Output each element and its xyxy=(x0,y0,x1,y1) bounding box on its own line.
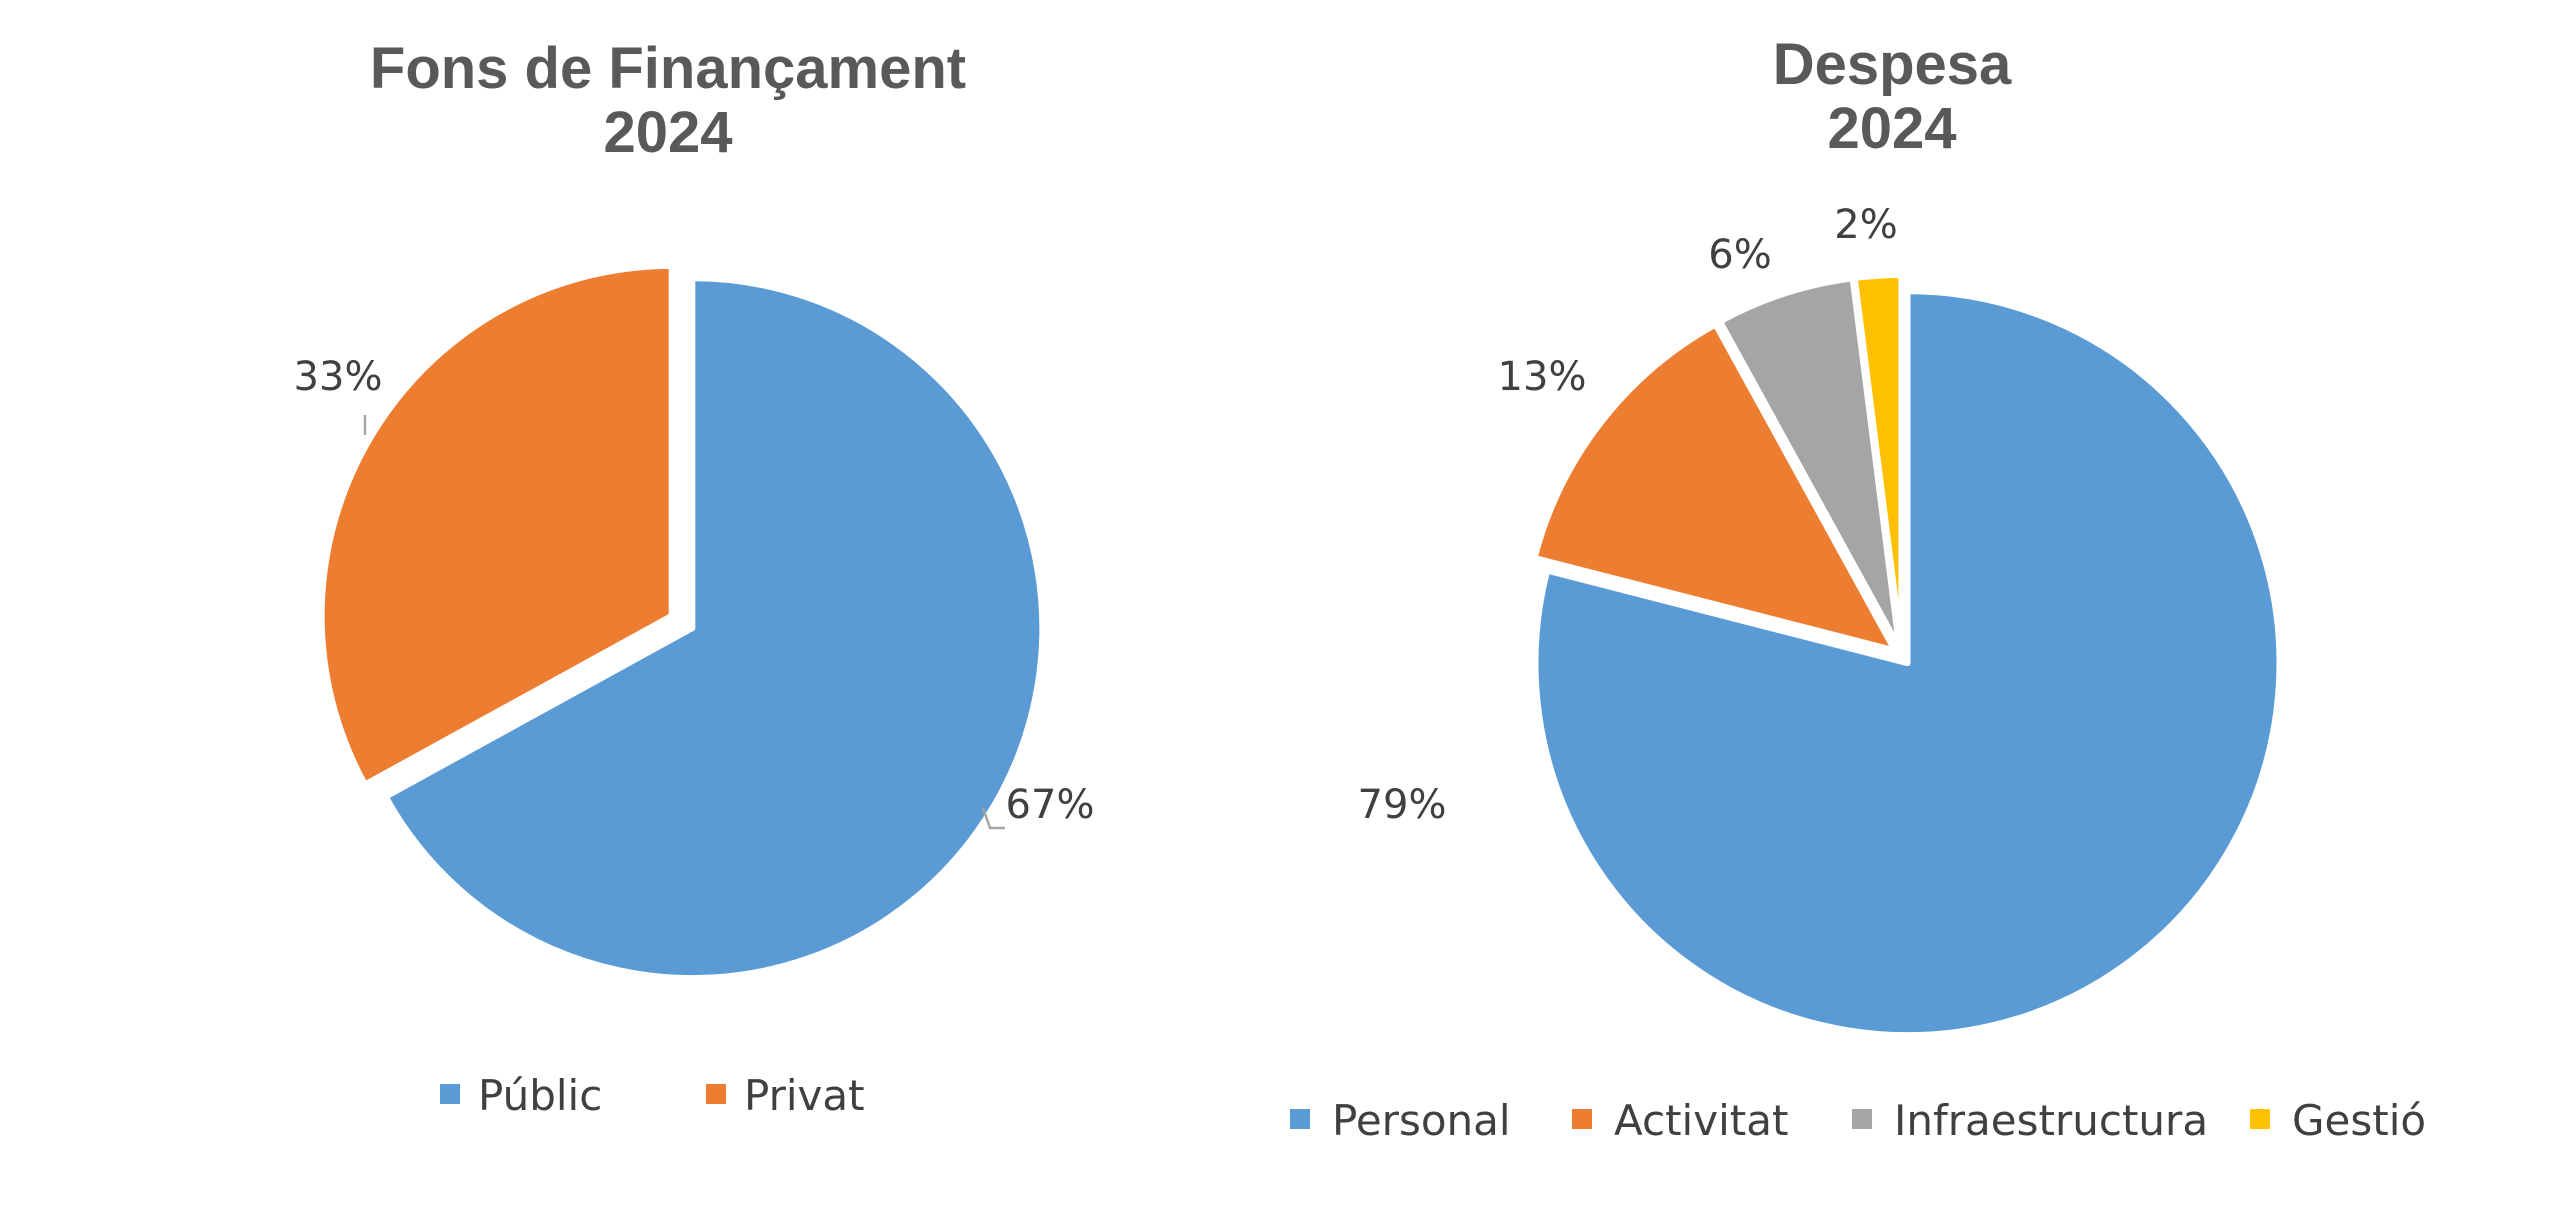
expense-legend-label: Infraestructura xyxy=(1894,1096,2208,1145)
funding-slice-public xyxy=(382,275,1046,982)
expense-legend-label: Gestió xyxy=(2292,1096,2426,1145)
funding-legend-item-privat: Privat xyxy=(706,1071,865,1120)
funding-legend-item-public: Públic xyxy=(440,1071,602,1120)
funding-legend-label: Públic xyxy=(478,1071,602,1120)
expense-legend-label: Personal xyxy=(1332,1096,1511,1145)
expense-slice-infraestructura xyxy=(1717,275,1903,651)
funding-legend-label: Privat xyxy=(744,1071,865,1120)
funding-leader-line xyxy=(981,807,1005,830)
expense-legend-item-gestio: Gestió xyxy=(2250,1096,2426,1145)
expense-data-label-infraestructura: 6% xyxy=(1708,232,1771,278)
expense-data-labels: 79% 13% 6% 2% xyxy=(1358,202,1898,828)
funding-chart-title-line1: Fons de Finançament xyxy=(370,36,966,101)
funding-data-label-public: 67% xyxy=(1006,782,1095,828)
expense-legend-swatch xyxy=(1572,1109,1592,1129)
expense-legend-item-personal: Personal xyxy=(1290,1096,1511,1145)
funding-pie xyxy=(318,262,1046,982)
funding-data-labels: 67% 33% xyxy=(294,354,1095,830)
expense-legend-item-infraestructura: Infraestructura xyxy=(1852,1096,2208,1145)
expense-pie xyxy=(1531,272,2283,1039)
expense-legend-swatch xyxy=(1290,1109,1310,1129)
expense-data-label-activitat: 13% xyxy=(1498,354,1587,400)
funding-legend-swatch xyxy=(440,1084,460,1104)
funding-legend: Públic Privat xyxy=(440,1071,865,1120)
expense-slice-personal xyxy=(1532,288,2283,1039)
expense-chart: Despesa 2024 79% 13% 6% 2% Personal Activita… xyxy=(1290,32,2426,1145)
expense-legend: Personal Activitat Infraestructura Gestió xyxy=(1290,1096,2426,1145)
expense-slice-gestio xyxy=(1851,272,1905,651)
expense-data-label-gestio: 2% xyxy=(1834,202,1897,248)
expense-legend-swatch xyxy=(2250,1109,2270,1129)
expense-data-label-personal: 79% xyxy=(1358,782,1447,828)
expense-legend-item-activitat: Activitat xyxy=(1572,1096,1788,1145)
funding-slice-privat xyxy=(318,262,675,788)
funding-chart-title-line2: 2024 xyxy=(603,100,732,165)
expense-chart-title-line1: Despesa xyxy=(1773,32,2012,97)
expense-chart-title-line2: 2024 xyxy=(1827,96,1956,161)
expense-legend-swatch xyxy=(1852,1109,1872,1129)
funding-legend-swatch xyxy=(706,1084,726,1104)
expense-legend-label: Activitat xyxy=(1614,1096,1788,1145)
expense-slice-activitat xyxy=(1531,321,1898,654)
funding-chart: Fons de Finançament 2024 67% 33% Públic Pr… xyxy=(294,36,1095,1120)
funding-data-label-privat: 33% xyxy=(294,354,383,400)
